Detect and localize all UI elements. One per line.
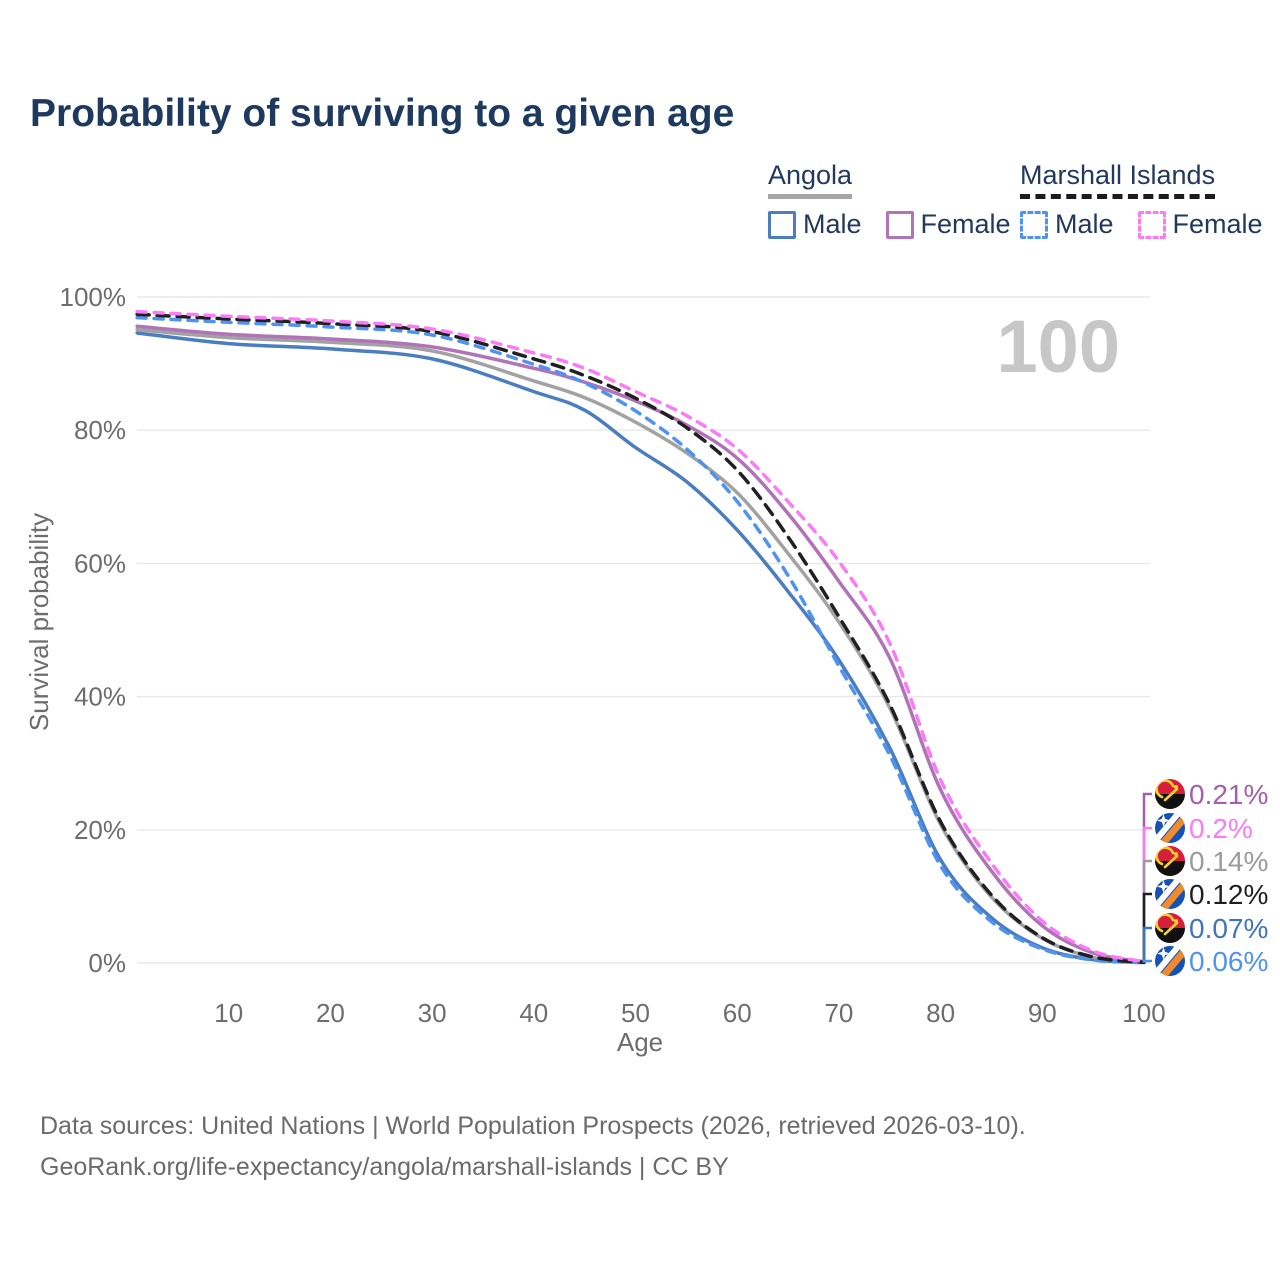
curve-angola-both	[135, 327, 1146, 964]
end-label-angola-both: 0.14%	[1189, 846, 1268, 877]
legend-swatch-angola-male	[768, 210, 796, 239]
y-tick-label-0: 0%	[88, 948, 126, 978]
y-tick-label-100: 100%	[60, 282, 127, 312]
x-tick-label-90: 90	[1028, 998, 1057, 1028]
legend-label-angola-female: Female	[920, 209, 1011, 239]
legend-swatch-marshall-islands-female	[1137, 210, 1166, 239]
y-axis-title: Survival probability	[24, 513, 54, 731]
age-watermark: 100	[997, 305, 1120, 388]
x-axis-title: Age	[617, 1027, 663, 1057]
angola-flag-icon	[1155, 846, 1185, 876]
legend-label-marshall-islands-male: Male	[1055, 209, 1114, 239]
end-label-marshall-islands-male: 0.06%	[1189, 946, 1268, 977]
x-tick-label-40: 40	[519, 998, 548, 1028]
legend-item-marshall-islands-male[interactable]: Male	[1020, 209, 1114, 240]
y-tick-label-80: 80%	[74, 415, 126, 445]
end-label-angola-male: 0.07%	[1189, 913, 1268, 944]
x-tick-label-70: 70	[824, 998, 853, 1028]
curve-angola-male	[135, 331, 1146, 965]
y-tick-label-40: 40%	[74, 682, 126, 712]
legend-label-angola-male: Male	[803, 209, 862, 239]
x-tick-label-60: 60	[723, 998, 752, 1028]
end-label-angola-female: 0.21%	[1189, 779, 1268, 810]
legend-group-marshall-islands: Marshall Islands Male Female	[1020, 160, 1280, 240]
leader-line-marshall-islands-male	[1142, 959, 1152, 963]
legend-header-angola[interactable]: Angola	[768, 160, 853, 199]
footer-url-line: GeoRank.org/life-expectancy/angola/marsh…	[40, 1153, 729, 1181]
x-tick-label-80: 80	[926, 998, 955, 1028]
legend-header-marshall-islands-label: Marshall Islands	[1020, 160, 1216, 190]
end-label-marshall-islands-female: 0.2%	[1189, 813, 1253, 844]
x-tick-label-30: 30	[418, 998, 447, 1028]
marshall-islands-flag-icon	[1155, 946, 1185, 976]
curve-marshall-islands-female	[135, 309, 1146, 964]
legend-swatch-angola-female	[885, 210, 914, 239]
marshall-islands-flag-icon	[1155, 813, 1185, 843]
legend-header-marshall-islands[interactable]: Marshall Islands	[1020, 160, 1216, 199]
angola-flag-icon	[1155, 779, 1185, 809]
legend-swatch-marshall-islands-male	[1020, 210, 1048, 239]
angola-flag-icon	[1155, 913, 1185, 943]
legend-header-angola-label: Angola	[768, 160, 853, 190]
y-tick-label-20: 20%	[74, 815, 126, 845]
curve-marshall-islands-both	[135, 312, 1146, 964]
x-tick-label-100: 100	[1122, 998, 1165, 1028]
curve-marshall-islands-male	[135, 315, 1146, 965]
x-tick-label-20: 20	[316, 998, 345, 1028]
legend-label-marshall-islands-female: Female	[1172, 209, 1263, 239]
chart-footer: Data sources: United Nations | World Pop…	[40, 1106, 1026, 1188]
marshall-islands-flag-icon	[1155, 879, 1185, 909]
legend-item-marshall-islands-female[interactable]: Female	[1137, 209, 1263, 240]
y-tick-label-60: 60%	[74, 548, 126, 578]
legend-item-angola-male[interactable]: Male	[768, 209, 862, 240]
legend-item-angola-female[interactable]: Female	[885, 209, 1011, 240]
leader-line-angola-male	[1142, 926, 1152, 963]
x-tick-label-10: 10	[214, 998, 243, 1028]
legend-group-angola: Angola Male Female	[768, 160, 1035, 240]
page-title: Probability of surviving to a given age	[30, 92, 735, 135]
end-label-marshall-islands-both: 0.12%	[1189, 879, 1268, 910]
chart-legend: Angola Male Female Marshall Islands	[0, 160, 1280, 240]
footer-source-line: Data sources: United Nations | World Pop…	[40, 1112, 1026, 1140]
curve-angola-female	[135, 324, 1146, 964]
x-tick-label-50: 50	[621, 998, 650, 1028]
